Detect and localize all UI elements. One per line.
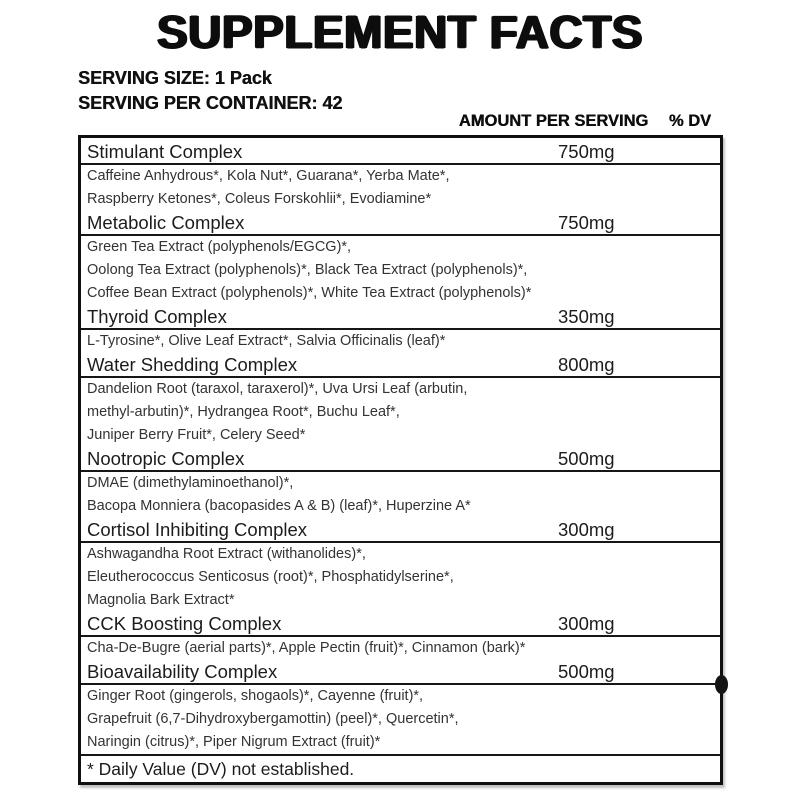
complex-header-row: Stimulant Complex 750mg — [81, 140, 720, 165]
complex-header-row: Bioavailability Complex 500mg — [81, 660, 720, 685]
complex-header-row: Cortisol Inhibiting Complex 300mg — [81, 518, 720, 543]
complex-header-row: Thyroid Complex 350mg — [81, 305, 720, 330]
ingredient-line: Grapefruit (6,7-Dihydroxybergamottin) (p… — [87, 711, 459, 727]
complex-amount: 750mg — [558, 141, 615, 162]
amount-per-serving-header: AMOUNT PER SERVING — [458, 112, 649, 130]
complex-amount: 500mg — [558, 448, 615, 469]
ingredient-line: Raspberry Ketones*, Coleus Forskohlii*, … — [87, 191, 432, 207]
ink-smudge-artifact — [715, 675, 728, 694]
supplement-facts-table: Stimulant Complex 750mg Caffeine Anhydrous… — [78, 135, 723, 785]
percent-dv-header: % DV — [668, 112, 711, 130]
serving-size: SERVING SIZE: 1 Pack — [78, 68, 272, 88]
page-title: SUPPLEMENT FACTS — [157, 6, 643, 58]
ingredient-line: Juniper Berry Fruit*, Celery Seed* — [87, 427, 306, 443]
complex-amount: 300mg — [558, 519, 615, 540]
complex-amount: 800mg — [558, 354, 615, 375]
servings-per-container: SERVING PER CONTAINER: 42 — [78, 93, 343, 113]
column-headers: AMOUNT PER SERVING % DV — [78, 112, 723, 131]
ingredient-line: Eleutherococcus Senticosus (root)*, Phos… — [87, 569, 454, 585]
ingredient-line: Ashwagandha Root Extract (withanolides)*… — [87, 546, 366, 562]
ingredient-line: methyl-arbutin)*, Hydrangea Root*, Buchu… — [87, 404, 400, 420]
complex-header-row: Nootropic Complex 500mg — [81, 447, 720, 472]
complex-name: Thyroid Complex — [87, 306, 227, 327]
complex-header-row: Metabolic Complex 750mg — [81, 211, 720, 236]
complex-name: Cortisol Inhibiting Complex — [87, 519, 308, 540]
daily-value-footnote: * Daily Value (DV) not established. — [81, 754, 720, 782]
supplement-facts-label: SUPPLEMENT FACTS SERVING SIZE: 1 Pack SE… — [0, 5, 800, 800]
complex-amount: 350mg — [558, 306, 615, 327]
ingredient-line: Dandelion Root (taraxol, taraxerol)*, Uv… — [87, 381, 468, 397]
complex-header-row: CCK Boosting Complex 300mg — [81, 612, 720, 637]
complex-header-row: Water Shedding Complex 800mg — [81, 353, 720, 378]
ingredient-line: Ginger Root (gingerols, shogaols)*, Caye… — [87, 688, 424, 704]
ingredient-line: DMAE (dimethylaminoethanol)*, — [87, 475, 294, 491]
ingredient-line: Bacopa Monniera (bacopasides A & B) (lea… — [87, 498, 471, 514]
complex-name: CCK Boosting Complex — [87, 613, 282, 634]
ingredient-line: Caffeine Anhydrous*, Kola Nut*, Guarana*… — [87, 168, 450, 184]
ingredient-line: Cha-De-Bugre (aerial parts)*, Apple Pect… — [87, 640, 526, 656]
ingredient-line: Naringin (citrus)*, Piper Nigrum Extract… — [87, 734, 381, 750]
complex-amount: 300mg — [558, 613, 615, 634]
complex-amount: 750mg — [558, 212, 615, 233]
ingredient-line: Coffee Bean Extract (polyphenols)*, Whit… — [87, 285, 532, 301]
complex-name: Bioavailability Complex — [87, 661, 278, 682]
ingredient-line: Oolong Tea Extract (polyphenols)*, Black… — [87, 262, 528, 278]
complex-name: Nootropic Complex — [87, 448, 245, 469]
ingredient-line: L-Tyrosine*, Olive Leaf Extract*, Salvia… — [87, 333, 446, 349]
complex-name: Metabolic Complex — [87, 212, 245, 233]
serving-info: SERVING SIZE: 1 Pack SERVING PER CONTAIN… — [78, 66, 800, 116]
ingredient-line: Green Tea Extract (polyphenols/EGCG)*, — [87, 239, 352, 255]
sections-container: Stimulant Complex 750mg Caffeine Anhydrous… — [81, 140, 720, 754]
ingredient-line: Magnolia Bark Extract* — [87, 592, 235, 608]
complex-name: Stimulant Complex — [87, 141, 243, 162]
complex-name: Water Shedding Complex — [87, 354, 298, 375]
complex-amount: 500mg — [558, 661, 615, 682]
